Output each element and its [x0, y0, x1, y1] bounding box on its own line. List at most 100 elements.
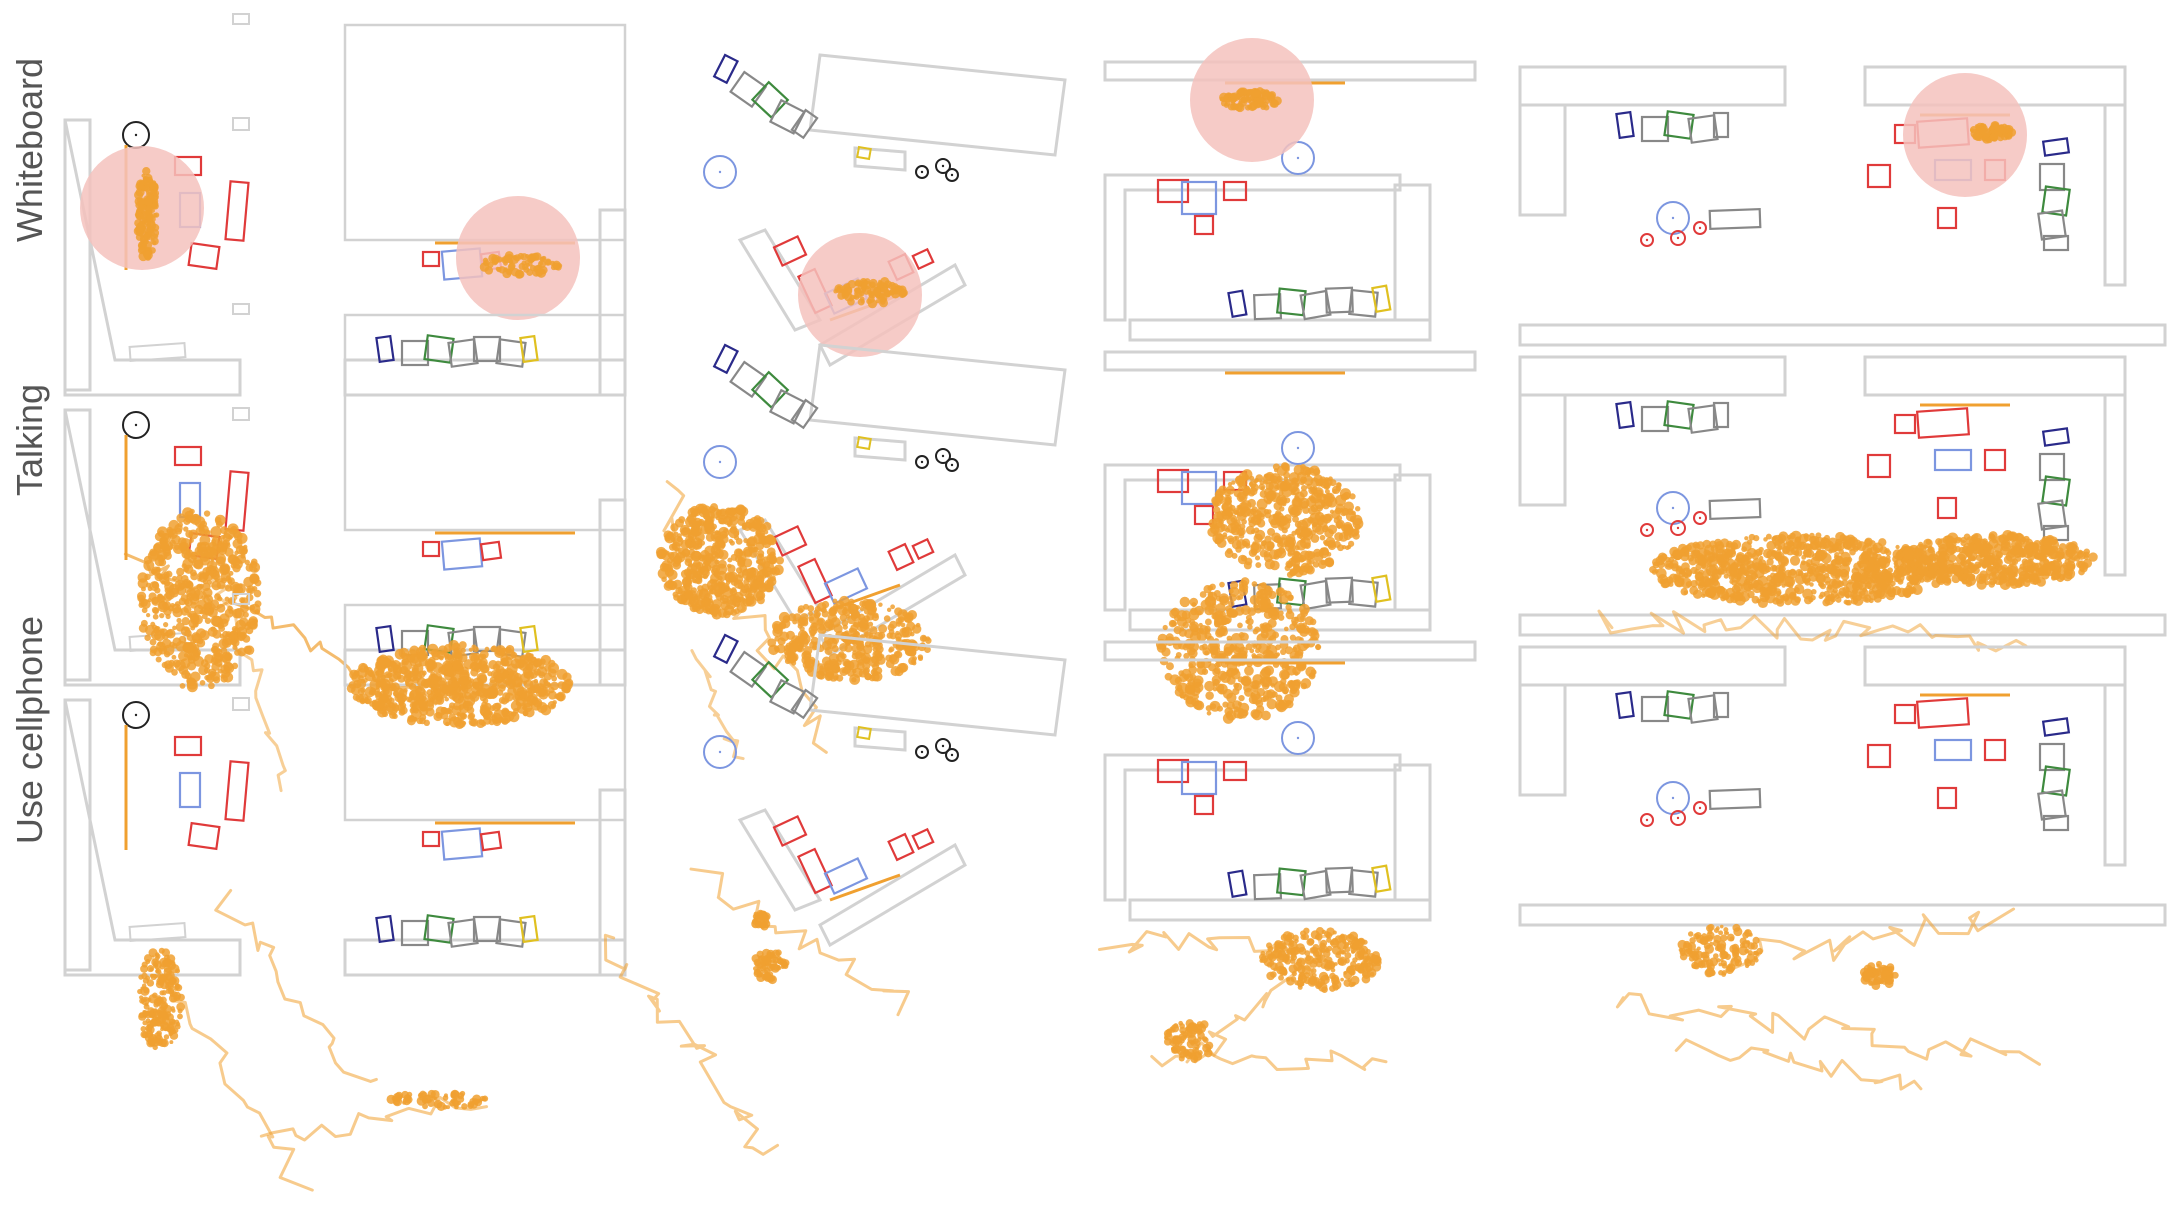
- trajectory-point: [1209, 700, 1221, 712]
- trajectory-point: [1884, 548, 1890, 554]
- trajectory-point: [1807, 565, 1816, 575]
- trajectory-point: [869, 285, 879, 295]
- wall: [343, 358, 627, 397]
- trajectory-point: [1786, 581, 1791, 587]
- trajectory-point: [142, 240, 153, 251]
- trajectory-point: [1765, 533, 1772, 540]
- trajectory-point: [1235, 475, 1244, 484]
- trajectory-point: [140, 1026, 147, 1032]
- trajectory-point: [1767, 579, 1777, 590]
- trajectory-point: [1876, 560, 1882, 566]
- trajectory-point: [141, 983, 147, 988]
- trajectory-point: [813, 612, 821, 619]
- trajectory-point: [477, 687, 489, 698]
- trajectory-point: [707, 585, 715, 592]
- trajectory-point: [878, 602, 883, 607]
- trajectory-point: [803, 646, 813, 656]
- trajectory-point: [1830, 590, 1839, 598]
- trajectory-point: [1999, 579, 2011, 590]
- trajectory-point: [2051, 571, 2061, 581]
- trajectory-point: [1278, 588, 1284, 594]
- trajectory-point: [1969, 564, 1978, 572]
- trajectory-point: [149, 645, 158, 654]
- trajectory-trail: [214, 888, 378, 1083]
- desk-chair: [1687, 114, 1719, 144]
- trajectory-point: [433, 689, 438, 694]
- trajectory-point: [1241, 676, 1251, 686]
- trajectory-point: [1291, 556, 1297, 562]
- trajectory-point: [1256, 96, 1264, 104]
- trajectory-point: [2069, 544, 2079, 555]
- desk-chair: [2041, 137, 2071, 157]
- trajectory-point: [2055, 551, 2064, 561]
- trajectory-point: [245, 585, 255, 595]
- trajectory-point: [144, 573, 151, 581]
- trajectory-point: [1893, 575, 1901, 583]
- camera-icon-dot: [718, 170, 722, 174]
- trajectory-point: [423, 655, 428, 660]
- trajectory-point: [797, 623, 803, 629]
- trajectory-point: [150, 973, 157, 981]
- trajectory-point: [1283, 466, 1290, 473]
- trajectory-point: [135, 209, 142, 216]
- trajectory-point: [149, 581, 160, 591]
- trajectory-point: [1810, 588, 1817, 595]
- trajectory-point: [148, 592, 157, 601]
- trajectory-point: [528, 686, 536, 695]
- trajectory-point: [763, 529, 769, 535]
- trajectory-point: [254, 579, 262, 587]
- trajectory-point: [1776, 549, 1782, 555]
- desk-chair: [712, 343, 740, 375]
- trajectory-point: [820, 607, 827, 614]
- trajectory-point: [468, 647, 474, 652]
- panel-room-3: [1103, 38, 1477, 342]
- trajectory-point: [1950, 549, 1955, 555]
- trajectory-point: [1737, 566, 1748, 577]
- trajectory-point: [886, 632, 893, 639]
- trajectory-point: [717, 539, 726, 548]
- trajectory-point: [164, 1027, 169, 1032]
- trajectory-point: [140, 215, 145, 220]
- trajectory-point: [1751, 582, 1763, 594]
- trajectory-point: [1236, 508, 1245, 517]
- trajectory-point: [1294, 520, 1302, 528]
- trajectory-point: [1226, 692, 1237, 703]
- trajectory-point: [501, 256, 509, 264]
- trajectory-point: [1798, 541, 1807, 550]
- trajectory-point: [726, 594, 737, 606]
- trajectory-point: [1819, 565, 1828, 574]
- trajectory-point: [137, 203, 145, 211]
- trajectory-point: [1664, 556, 1671, 563]
- desk-row: [2037, 137, 2071, 252]
- trajectory-point: [1275, 547, 1287, 559]
- trajectory-point: [1900, 552, 1905, 558]
- trajectory-point: [1230, 669, 1241, 680]
- panel-row: [63, 303, 2167, 793]
- trajectory-point: [478, 657, 488, 668]
- trajectory-point: [504, 692, 514, 702]
- trajectory-point: [233, 588, 239, 593]
- camera-icon-dot: [920, 460, 924, 464]
- trajectory-point: [2088, 552, 2098, 562]
- trajectory-point: [1222, 701, 1229, 708]
- trajectory-point: [1170, 620, 1177, 627]
- trajectory-point: [232, 559, 243, 570]
- trajectory-point: [193, 614, 203, 625]
- trajectory-point: [204, 617, 212, 624]
- trajectory-point: [165, 590, 175, 600]
- panel-content: [1518, 355, 2167, 653]
- camera-icon: [122, 411, 150, 439]
- trajectory-point: [1318, 481, 1324, 487]
- chair: [1156, 178, 1190, 204]
- trajectory-point: [713, 589, 721, 597]
- trajectory-point: [1336, 524, 1342, 529]
- camera-icon: [915, 165, 929, 179]
- trajectory-point: [1312, 561, 1320, 568]
- trajectory-point: [1300, 530, 1308, 538]
- trajectory-point: [1938, 552, 1949, 562]
- chair-ring-dot: [1698, 516, 1702, 520]
- camera-icon: [935, 158, 951, 174]
- trajectory-point: [508, 262, 516, 270]
- trajectory-point: [503, 669, 510, 676]
- trajectory-point: [917, 654, 924, 660]
